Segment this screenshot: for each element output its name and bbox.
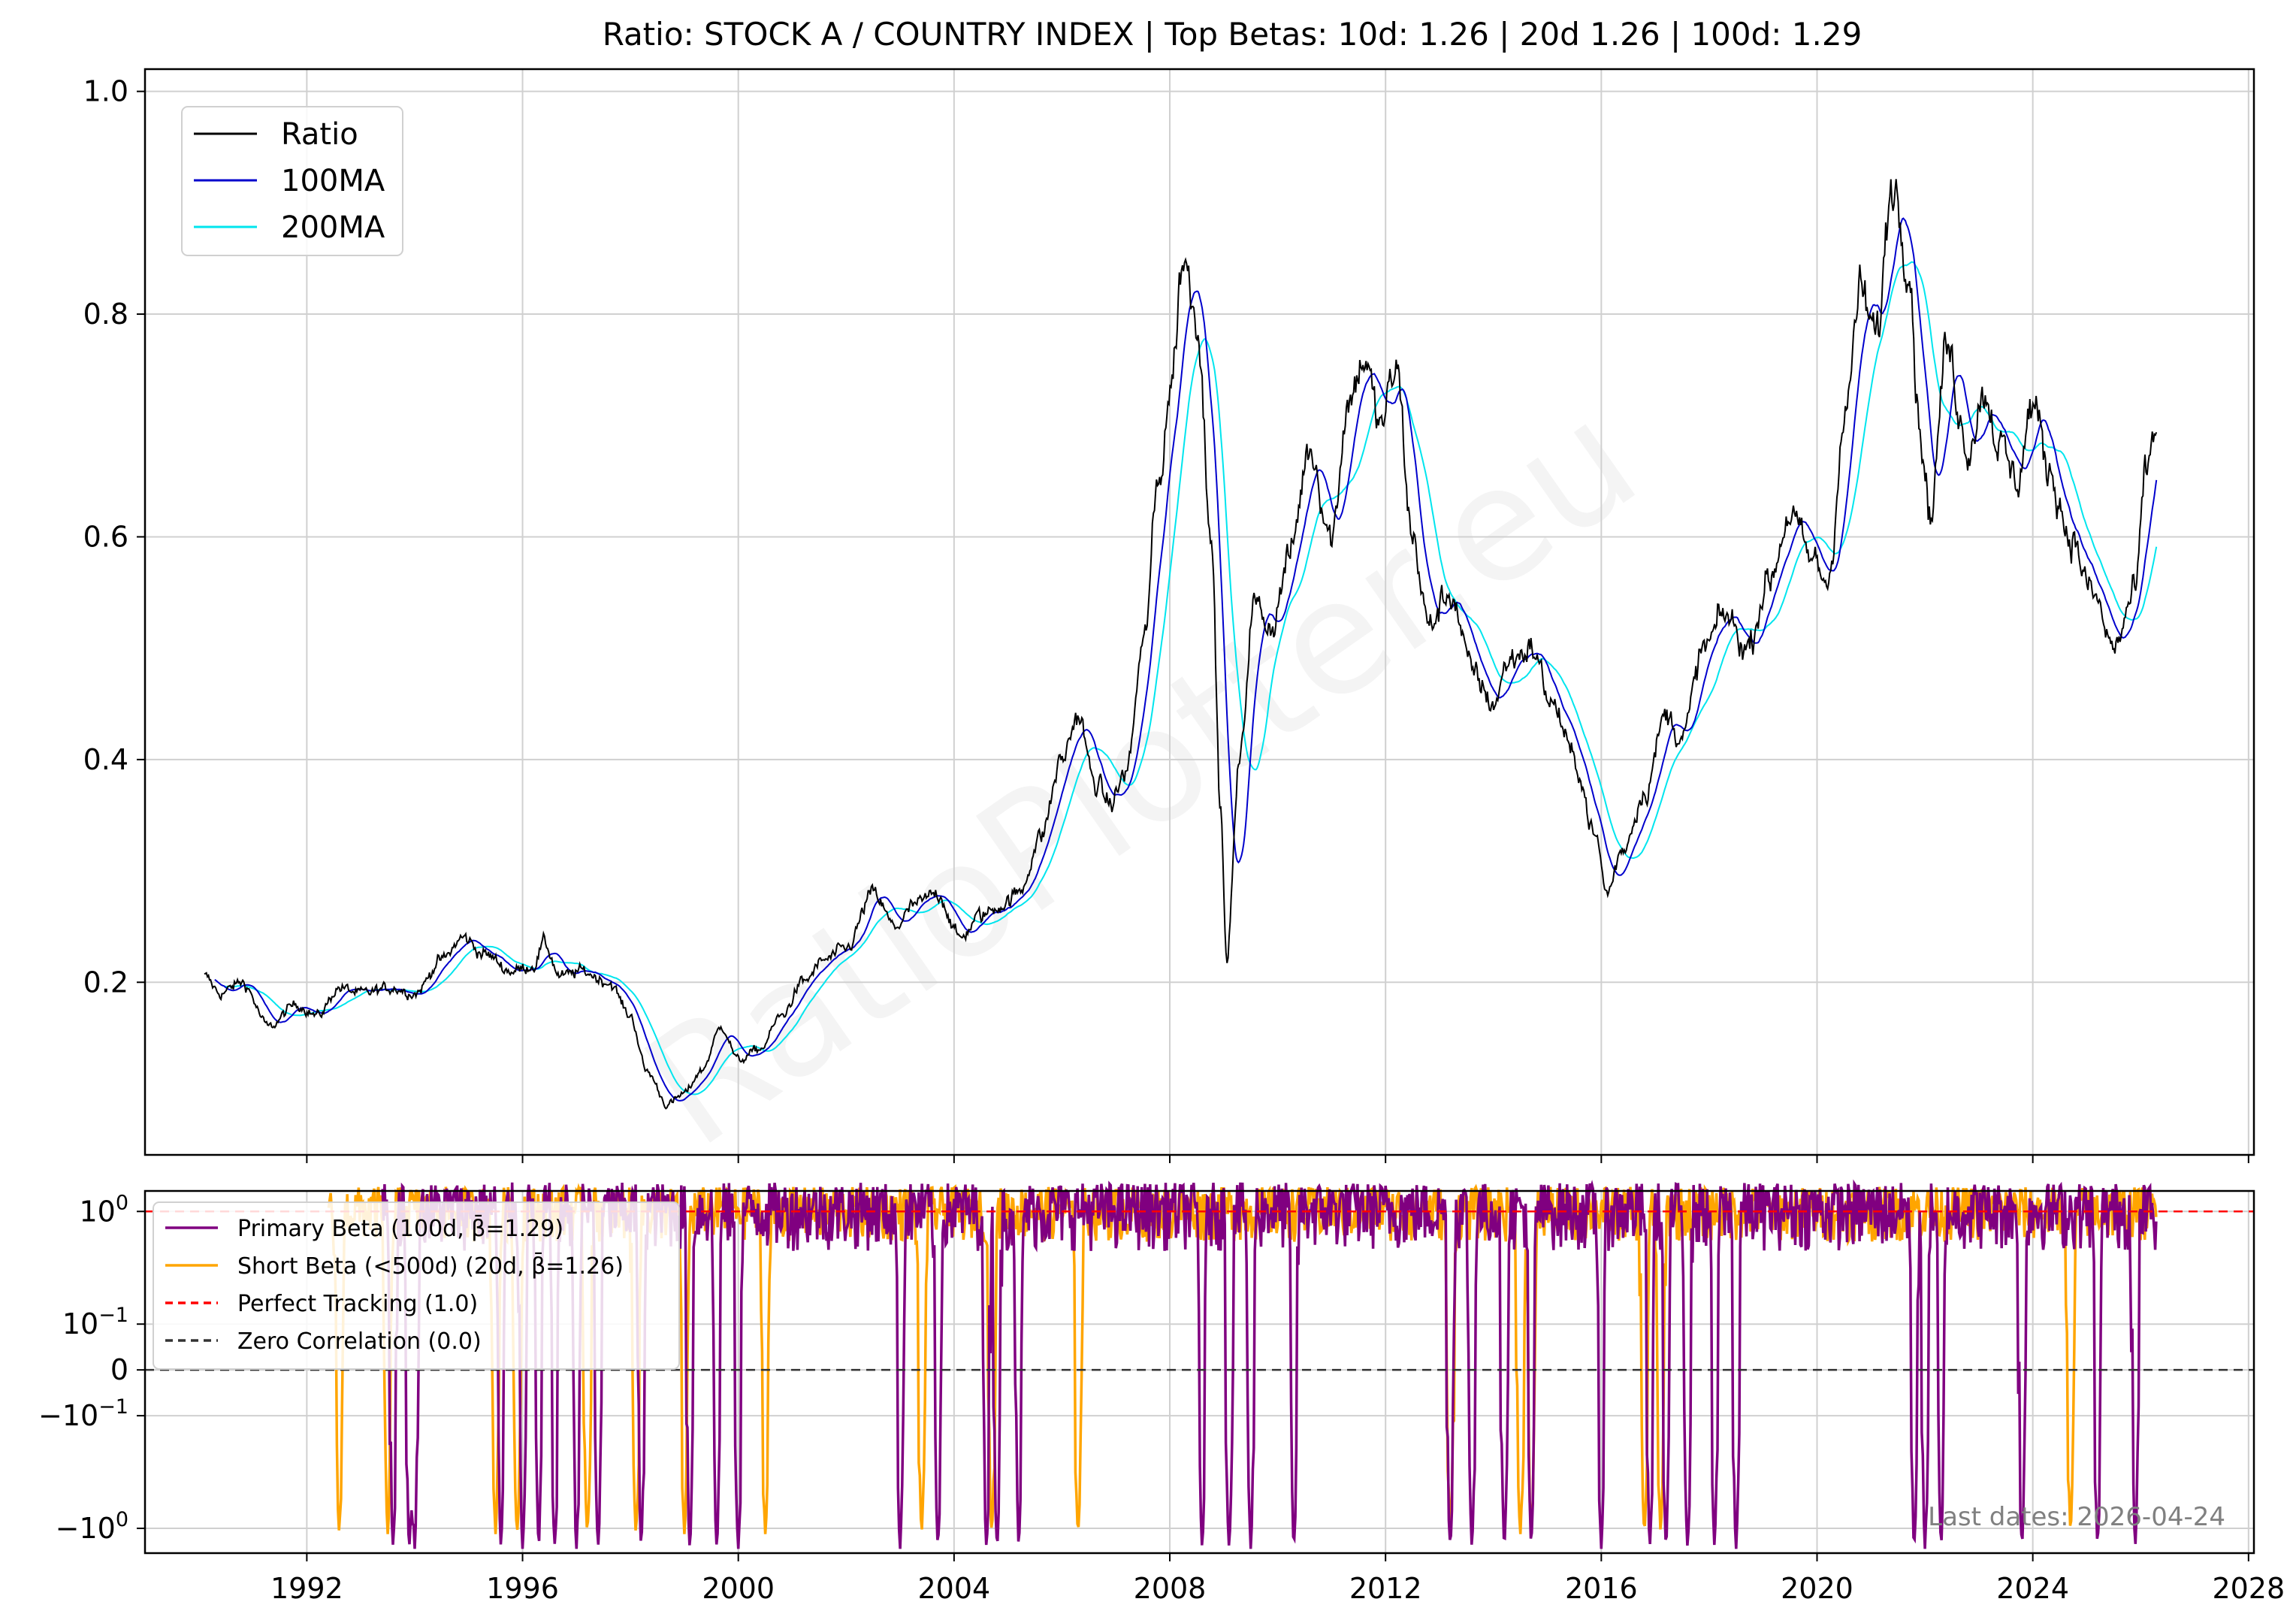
top-y-tick-label: 1.0 [83,75,128,108]
bottom-y-tick-label: 10−1 [62,1304,128,1340]
top-axes-frame [144,68,2255,1156]
bottom-legend: Primary Beta (100d, β̄=1.29) Short Beta (… [153,1201,680,1370]
chart-title: Ratio: STOCK A / COUNTRY INDEX | Top Bet… [603,16,1862,53]
bottom-axes-frame [144,1189,2255,1555]
legend-label-beta-0: Primary Beta (100d, β̄=1.29) [237,1215,563,1242]
bottom-y-tick-label: 0 [110,1353,128,1386]
x-tick-label: 2024 [1996,1572,2069,1605]
x-tick-label: 2028 [2212,1572,2285,1605]
top-series-group [204,179,2158,1110]
last-dates-label: Last dates: 2026-04-24 [1928,1502,2225,1532]
x-tick-label: 2016 [1565,1572,1638,1605]
legend-label-100ma: 100MA [281,164,385,198]
bottom-y-tick-label: 100 [79,1191,128,1228]
bottom-axes: 1992 1996 2000 2004 2008 2012 2016 2020 2024 2028… [38,1189,2285,1605]
top-y-tick-label: 0.6 [83,520,128,553]
top-axes: 0.2 0.4 0.6 0.8 1.0 [83,68,2255,1163]
top-grid [145,69,2254,1155]
x-tick-label: 1996 [486,1572,559,1605]
legend-label-200ma: 200MA [281,210,385,245]
x-tick-label: 2000 [702,1572,775,1605]
x-tick-label: 1992 [270,1572,343,1605]
legend-label-beta-1: Short Beta (<500d) (20d, β̄=1.26) [237,1253,624,1280]
top-y-tick-label: 0.2 [83,966,128,999]
x-tick-label: 2020 [1781,1572,1853,1605]
x-tick-label: 2008 [1134,1572,1207,1605]
legend-label-beta-2: Perfect Tracking (1.0) [237,1291,478,1317]
x-tick-label: 2012 [1349,1572,1422,1605]
top-legend: Ratio 100MA 200MA [181,106,403,256]
top-y-tick-label: 0.8 [83,298,128,331]
top-legend-box [181,106,403,256]
series-ratio-line [204,179,2158,1110]
bottom-y-tick-label: −100 [56,1508,128,1545]
top-y-tick-label: 0.4 [83,743,128,776]
bottom-legend-box [153,1201,680,1370]
series-100ma-line [214,217,2158,1102]
bottom-y-tick-label: −10−1 [38,1395,128,1432]
legend-label-beta-3: Zero Correlation (0.0) [237,1328,482,1355]
legend-label-ratio: Ratio [281,117,358,152]
x-tick-label: 2004 [917,1572,990,1605]
